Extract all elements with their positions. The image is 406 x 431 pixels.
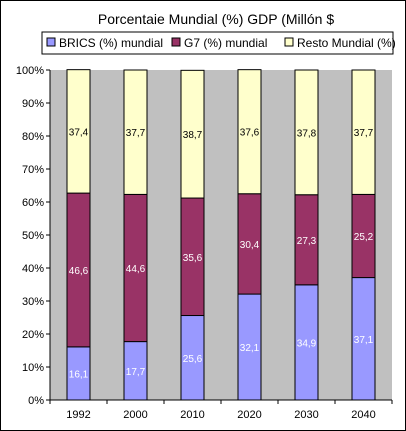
y-tick-label: 60% [22,197,44,209]
y-tick-label: 90% [22,98,44,110]
bar-segment [351,69,376,195]
legend-label: BRICS (%) mundial [59,36,163,50]
x-tick-label: 2040 [351,409,375,421]
legend: BRICS (%) mundial G7 (%) mundial Resto Mun… [41,31,396,55]
bar-segment [237,69,262,195]
bars: 16,1 46,6 37,4 17,7 44,6 37,7 25,6 35,6 38,7 32,1… [66,69,376,401]
y-tick-label: 0% [28,395,44,407]
bar-segment [66,69,91,194]
bar-segment [294,69,319,196]
data-label: 37,1 [354,335,374,346]
data-label: 44,6 [126,264,146,275]
x-tick-label: 2020 [237,409,261,421]
bar-segment [123,69,148,195]
y-tick-label: 10% [22,362,44,374]
legend-swatch [171,37,181,47]
x-tick-label: 2030 [294,409,318,421]
data-label: 35,6 [183,253,203,264]
chart-title: Porcentaie Mundial (%) GDP (Millón $ [98,11,334,27]
legend-box [41,31,394,55]
x-axis: 1992 2000 2010 2020 2030 2040 [49,399,393,421]
x-tick-label: 1992 [66,409,90,421]
data-label: 37,7 [126,128,146,139]
data-label: 25,6 [183,354,203,365]
data-label: 27,3 [297,236,317,247]
data-label: 17,7 [126,367,146,378]
y-tick-label: 20% [22,329,44,341]
y-tick-label: 30% [22,296,44,308]
data-label: 25,2 [354,232,374,243]
legend-label: Resto Mundial (%) [297,36,396,50]
y-tick-label: 100% [16,65,44,77]
y-tick-label: 40% [22,263,44,275]
x-tick-label: 2010 [180,409,204,421]
data-label: 37,4 [69,127,89,138]
data-label: 37,6 [240,128,260,139]
data-label: 37,7 [354,128,374,139]
data-label: 16,1 [69,369,89,380]
bar-segment [180,69,205,199]
legend-swatch [46,37,56,47]
y-tick-label: 70% [22,164,44,176]
data-label: 30,4 [240,240,260,251]
plot-area [50,70,392,400]
legend-label: G7 (%) mundial [184,36,267,50]
y-axis: 0% 10% 20% 30% 40% 50% 60% 70% 80% 90% 100% [16,65,51,407]
x-tick-label: 2000 [123,409,147,421]
data-label: 34,9 [297,338,317,349]
data-label: 37,8 [297,128,317,139]
data-label: 38,7 [183,130,203,141]
legend-swatch [284,37,294,47]
y-tick-label: 80% [22,131,44,143]
data-label: 32,1 [240,343,260,354]
data-label: 46,6 [69,266,89,277]
y-tick-label: 50% [22,230,44,242]
